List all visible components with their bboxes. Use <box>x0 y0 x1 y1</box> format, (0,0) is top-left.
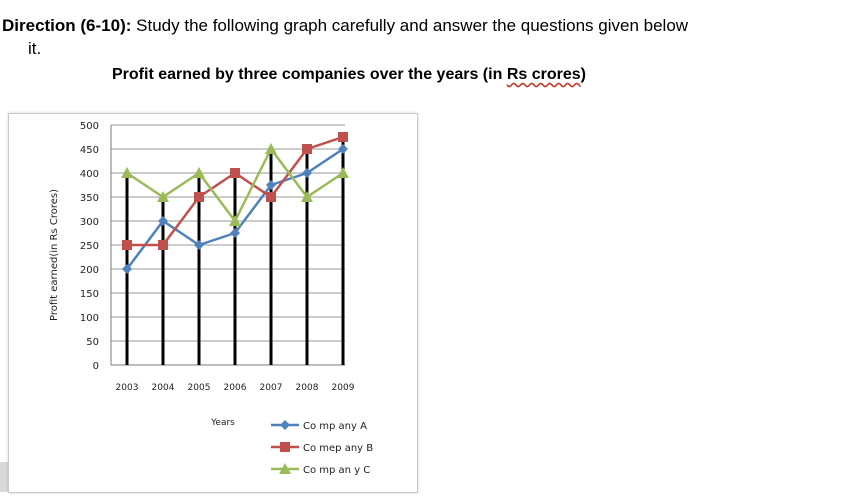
data-point <box>121 167 133 178</box>
series <box>121 143 349 226</box>
data-point <box>337 167 349 178</box>
data-point <box>194 240 204 250</box>
y-tick-label: 0 <box>93 361 99 372</box>
data-point <box>122 240 132 250</box>
direction-label: Direction (6-10): <box>2 16 132 35</box>
chart-title: Profit earned by three companies over th… <box>112 66 832 84</box>
direction-text: Direction (6-10): Study the following gr… <box>2 14 842 60</box>
legend-label: Co mp any A <box>303 421 367 432</box>
x-tick-label: 2009 <box>332 383 355 393</box>
data-point <box>229 215 241 226</box>
y-tick-label: 500 <box>80 121 99 132</box>
x-tick-label: 2008 <box>296 383 319 393</box>
data-point <box>194 192 204 202</box>
y-tick-label: 450 <box>80 145 99 156</box>
data-point <box>302 168 312 178</box>
series <box>122 144 348 274</box>
y-tick-label: 350 <box>80 193 99 204</box>
data-point <box>266 180 276 190</box>
chart-title-tail: ) <box>580 66 586 83</box>
y-tick-label: 400 <box>80 169 99 180</box>
data-point <box>230 228 240 238</box>
legend-item: Co mp any A <box>271 420 367 432</box>
data-point <box>122 264 132 274</box>
y-axis-label: Profit earned(in Rs Crores) <box>49 189 60 321</box>
data-point <box>158 240 168 250</box>
series <box>122 132 348 250</box>
legend-item: Co mep any B <box>271 442 373 454</box>
data-point <box>301 191 313 202</box>
y-tick-label: 50 <box>86 337 99 348</box>
y-tick-label: 100 <box>80 313 99 324</box>
legend-label: Co mp an y C <box>303 465 370 476</box>
y-tick-label: 200 <box>80 265 99 276</box>
x-tick-label: 2005 <box>188 383 211 393</box>
x-axis-label: Years <box>210 418 235 428</box>
data-point <box>266 192 276 202</box>
x-tick-label: 2007 <box>260 383 283 393</box>
x-tick-label: 2006 <box>224 383 247 393</box>
page-edge-block <box>0 462 8 492</box>
direction-instruction: Study the following graph carefully and … <box>136 16 689 35</box>
data-point <box>280 420 290 430</box>
line-chart: 0 50 100 150 200 250 300 350 400 450 500 Profit ear… <box>49 121 373 476</box>
data-point <box>157 191 169 202</box>
data-point <box>158 216 168 226</box>
x-tick-label: 2004 <box>152 383 175 393</box>
x-tick-label: 2003 <box>116 383 139 393</box>
y-tick-label: 150 <box>80 289 99 300</box>
direction-continuation: it. <box>28 39 42 58</box>
chart-title-currency: Rs crores <box>506 66 581 83</box>
data-point <box>279 463 291 474</box>
y-tick-label: 250 <box>80 241 99 252</box>
data-point <box>302 144 312 154</box>
legend-item: Co mp an y C <box>271 463 370 476</box>
data-point <box>338 132 348 142</box>
data-point <box>338 144 348 154</box>
data-point <box>280 442 290 452</box>
chart-title-main: Profit earned by three companies over th… <box>112 66 503 83</box>
chart-frame: 0 50 100 150 200 250 300 350 400 450 500 Profit ear… <box>8 113 418 493</box>
y-tick-label: 300 <box>80 217 99 228</box>
data-point <box>193 167 205 178</box>
data-point <box>230 168 240 178</box>
data-point <box>265 143 277 154</box>
legend-label: Co mep any B <box>303 443 373 454</box>
